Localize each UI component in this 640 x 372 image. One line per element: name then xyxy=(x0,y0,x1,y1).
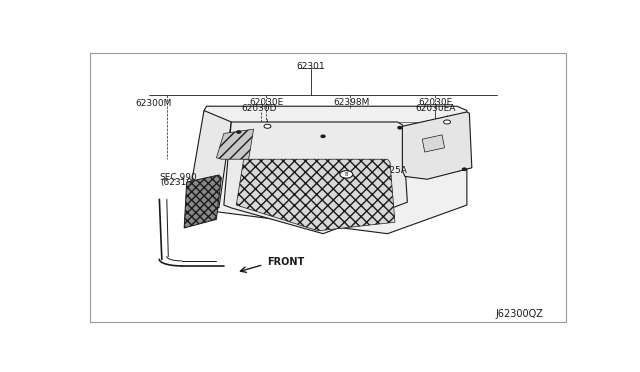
Polygon shape xyxy=(403,112,472,179)
Text: ( 4): ( 4) xyxy=(369,171,385,180)
Circle shape xyxy=(340,171,353,178)
Text: 62030D: 62030D xyxy=(242,104,277,113)
Text: 62030E: 62030E xyxy=(419,98,452,107)
Text: (62310): (62310) xyxy=(161,179,196,187)
Text: J62300QZ: J62300QZ xyxy=(496,309,544,319)
Polygon shape xyxy=(184,175,221,228)
Polygon shape xyxy=(224,122,408,234)
Circle shape xyxy=(463,168,467,170)
Text: SEC.990: SEC.990 xyxy=(159,173,197,182)
Polygon shape xyxy=(216,129,253,159)
Text: 62030E: 62030E xyxy=(249,98,283,107)
Polygon shape xyxy=(236,159,395,231)
Polygon shape xyxy=(204,106,467,234)
Text: 08543-5125A: 08543-5125A xyxy=(346,166,407,175)
Text: 62300M: 62300M xyxy=(135,99,172,108)
Circle shape xyxy=(321,135,325,137)
Text: 62398M: 62398M xyxy=(333,98,370,107)
Circle shape xyxy=(444,120,451,124)
Circle shape xyxy=(398,126,402,129)
Polygon shape xyxy=(422,135,445,152)
Text: 8: 8 xyxy=(344,172,348,177)
Text: FRONT: FRONT xyxy=(268,257,305,267)
Circle shape xyxy=(237,131,241,133)
Text: 62030EA: 62030EA xyxy=(415,104,456,113)
Circle shape xyxy=(264,124,271,128)
Polygon shape xyxy=(189,110,231,208)
Text: 62301: 62301 xyxy=(296,62,325,71)
